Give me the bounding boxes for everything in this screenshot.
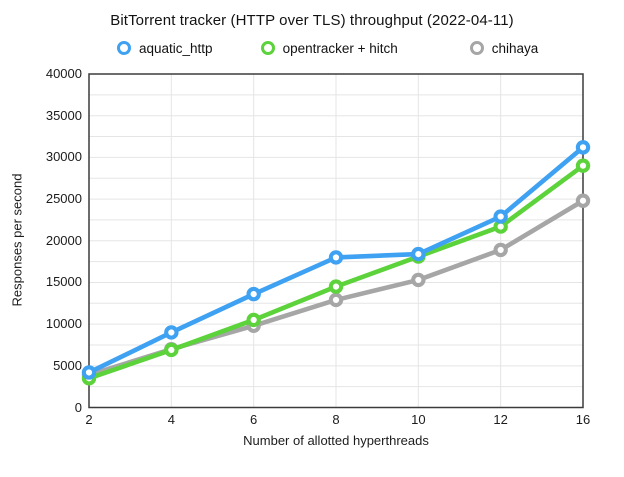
x-tick-label: 12 <box>493 412 508 427</box>
plot-frame <box>88 73 584 409</box>
legend-item-chihaya: chihaya <box>469 40 539 56</box>
chart-title: BitTorrent tracker (HTTP over TLS) throu… <box>110 12 514 29</box>
data-point-hole-2 <box>497 246 504 254</box>
legend-item-aquatic-http: aquatic_http <box>117 41 213 56</box>
data-point-hole-0 <box>415 250 422 258</box>
data-point-hole-1 <box>579 162 587 169</box>
chart-legend: aquatic_http opentracker + hitch chihaya <box>117 40 538 56</box>
y-tick-label: 15000 <box>45 274 82 290</box>
data-point-hole-0 <box>497 213 504 220</box>
x-tick-label: 10 <box>411 412 426 427</box>
y-tick-label: 20000 <box>45 232 82 248</box>
data-point-hole-1 <box>497 223 504 230</box>
x-tick-label: 8 <box>332 412 340 427</box>
legend-label: chihaya <box>491 40 539 56</box>
data-point-hole-0 <box>168 329 175 336</box>
data-point-hole-0 <box>250 291 257 298</box>
x-tick-label: 6 <box>250 412 258 427</box>
legend-label: aquatic_http <box>139 40 213 56</box>
data-point-hole-0 <box>579 144 587 151</box>
y-tick-label: 40000 <box>45 66 82 81</box>
y-tick-label: 25000 <box>45 191 82 207</box>
legend-marker-icon <box>117 41 131 55</box>
data-point-hole-0 <box>85 369 93 376</box>
legend-marker-icon <box>469 41 484 55</box>
data-point-hole-1 <box>168 346 175 354</box>
data-point-hole-1 <box>250 316 257 324</box>
legend-label: opentracker + hitch <box>282 40 398 56</box>
y-tick-label: 0 <box>74 399 82 415</box>
y-tick-label: 5000 <box>53 357 82 373</box>
data-point-hole-1 <box>332 283 340 290</box>
data-point-hole-2 <box>579 197 587 204</box>
data-point-hole-2 <box>332 296 340 304</box>
legend-item-opentracker-hitch: opentracker + hitch <box>260 40 398 56</box>
y-tick-label: 30000 <box>45 149 82 165</box>
data-point-hole-2 <box>415 276 422 284</box>
x-axis-title: Number of allotted hyperthreads <box>243 433 429 448</box>
data-point-hole-0 <box>332 254 340 261</box>
y-tick-label: 35000 <box>45 107 82 123</box>
x-tick-label: 2 <box>85 412 93 427</box>
y-tick-label: 10000 <box>45 316 82 332</box>
x-tick-label: 4 <box>167 412 175 427</box>
legend-marker-icon <box>260 41 275 55</box>
x-tick-label: 16 <box>575 412 591 427</box>
